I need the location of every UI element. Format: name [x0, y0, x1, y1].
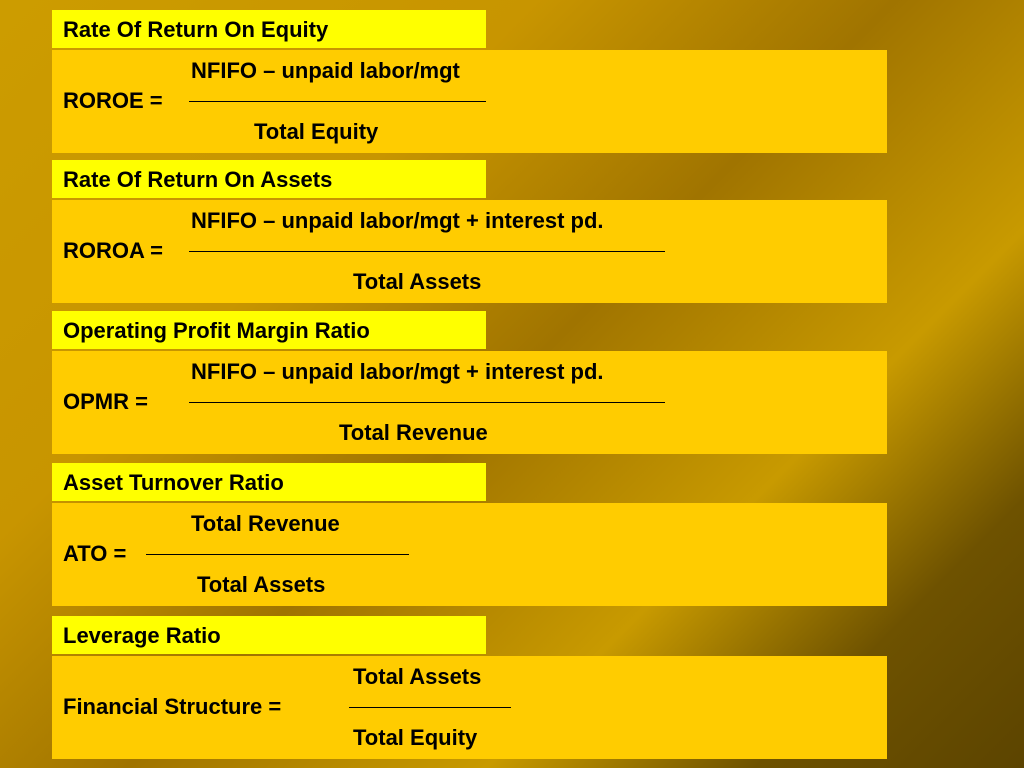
- formula-box-ato: Total Revenue ATO = Total Assets: [52, 503, 887, 606]
- section-title-roroa: Rate Of Return On Assets: [52, 160, 486, 198]
- fraction-bar: [189, 251, 665, 252]
- formula-box-roroa: NFIFO – unpaid labor/mgt + interest pd. …: [52, 200, 887, 303]
- numerator: Total Revenue: [191, 511, 340, 536]
- numerator: NFIFO – unpaid labor/mgt + interest pd.: [191, 208, 604, 233]
- fraction-bar: [349, 707, 511, 708]
- section-title-roroe: Rate Of Return On Equity: [52, 10, 486, 48]
- fraction-bar: [189, 402, 665, 403]
- section-title-ato: Asset Turnover Ratio: [52, 463, 486, 501]
- numerator: NFIFO – unpaid labor/mgt: [191, 58, 460, 83]
- formula-label: ROROA =: [63, 238, 164, 263]
- fraction-bar: [189, 101, 486, 102]
- formula-label: Financial Structure =: [63, 694, 282, 719]
- denominator: Total Equity: [254, 119, 379, 144]
- formula-label: OPMR =: [63, 389, 148, 414]
- numerator: Total Assets: [353, 664, 482, 689]
- denominator: Total Equity: [353, 725, 478, 750]
- formula-box-opmr: NFIFO – unpaid labor/mgt + interest pd. …: [52, 351, 887, 454]
- section-title-opmr: Operating Profit Margin Ratio: [52, 311, 486, 349]
- denominator: Total Assets: [197, 572, 326, 597]
- formula-label: ROROE =: [63, 88, 163, 113]
- formula-label: ATO =: [63, 541, 127, 566]
- formula-box-leverage: Total Assets Financial Structure = Total…: [52, 656, 887, 759]
- denominator: Total Assets: [353, 269, 482, 294]
- denominator: Total Revenue: [339, 420, 488, 445]
- section-title-leverage: Leverage Ratio: [52, 616, 486, 654]
- formula-box-roroe: NFIFO – unpaid labor/mgt ROROE = Total E…: [52, 50, 887, 153]
- fraction-bar: [146, 554, 409, 555]
- numerator: NFIFO – unpaid labor/mgt + interest pd.: [191, 359, 604, 384]
